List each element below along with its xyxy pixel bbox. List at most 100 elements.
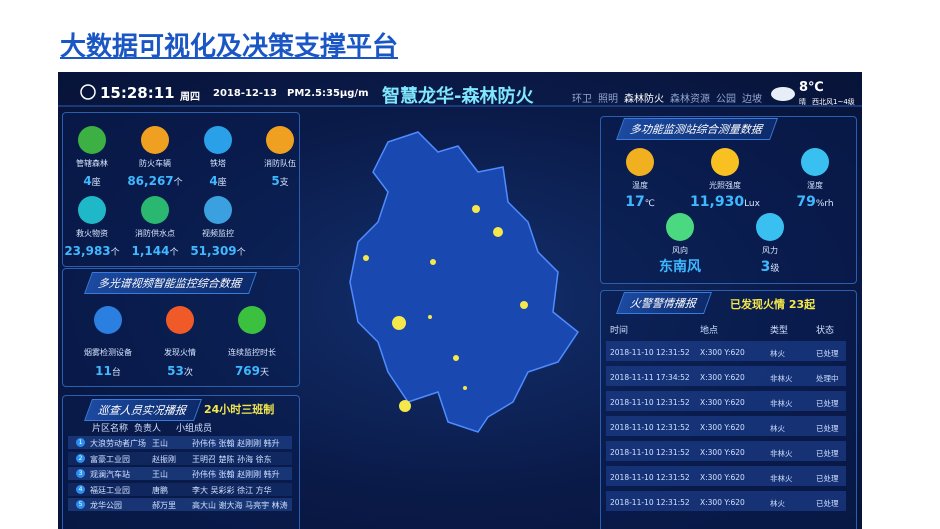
patrol-area: 龙华公园 — [90, 501, 122, 510]
resource-unit: 支 — [279, 178, 289, 188]
resource-value: 23,983个 — [64, 240, 119, 259]
row-index: 2 — [76, 453, 85, 463]
resource-number: 1,144 — [131, 244, 170, 258]
table-header: 状态 — [816, 326, 835, 336]
multispectral-number: 769 — [234, 364, 261, 378]
multispectral-label: 发现火情 — [164, 348, 196, 357]
multispectral-unit: 天 — [260, 368, 270, 378]
alert-type: 非林火 — [770, 399, 793, 408]
dashboard-title: 智慧龙华-森林防火 — [382, 86, 534, 107]
icon — [166, 306, 194, 334]
patrol-members: 李大 吴彩彩 徐江 方华 — [192, 485, 272, 495]
monitoring-unit: %rh — [815, 199, 834, 209]
resource-value: 51,309个 — [190, 240, 245, 259]
monitoring-number: 11,930 — [690, 194, 745, 210]
monitoring-label: 风力 — [762, 246, 778, 255]
nav-item[interactable]: 公园 — [716, 94, 736, 105]
section-title: 多光谱视频智能监控综合数据 — [83, 272, 258, 294]
monitoring-value: 东南风 — [659, 256, 701, 276]
icon — [78, 126, 106, 154]
monitoring-number: 东南风 — [659, 259, 701, 275]
patrol-area: 福廷工业园 — [90, 485, 130, 495]
fire-summary: 已发现火情 23起 — [730, 298, 816, 311]
monitoring-label: 风向 — [672, 246, 688, 255]
alert-location: X:300 Y:620 — [700, 498, 745, 507]
resource-number: 4 — [209, 174, 218, 188]
resource-value: 4座 — [83, 170, 100, 189]
nav-item[interactable]: 森林防火 — [624, 94, 664, 105]
resource-number: 5 — [271, 174, 280, 188]
alert-location: X:300 Y:620 — [700, 448, 745, 457]
resource-label: 铁塔 — [210, 159, 226, 168]
alert-time: 2018-11-10 12:31:52 — [610, 348, 690, 357]
icon — [666, 213, 694, 241]
resource-number: 4 — [83, 174, 92, 188]
alert-status: 已处理 — [816, 449, 839, 458]
resource-value: 4座 — [209, 170, 226, 189]
resource-label: 消防队伍 — [264, 159, 296, 168]
icon — [711, 148, 739, 176]
patrol-members: 孙伟伟 张翰 赵刚刚 韩升 — [192, 439, 280, 448]
icon — [801, 148, 829, 176]
nav-item[interactable]: 环卫 — [572, 94, 592, 105]
monitoring-number: 79 — [796, 194, 816, 210]
icon — [141, 126, 169, 154]
alert-status: 处理中 — [816, 374, 839, 383]
weather-condition: 晴 — [799, 98, 806, 106]
row-bg — [68, 451, 292, 465]
clock-icon — [80, 84, 96, 100]
patrol-leader: 王山 — [152, 439, 168, 448]
alert-status: 已处理 — [816, 399, 839, 408]
resource-label: 管辖森林 — [76, 159, 108, 168]
monitoring-label: 光照强度 — [709, 181, 741, 190]
alert-location: X:300 Y:620 — [700, 348, 745, 357]
patrol-members: 王明召 楚陈 孙海 徐东 — [192, 454, 272, 464]
nav-item[interactable]: 照明 — [598, 94, 618, 105]
map — [58, 84, 862, 433]
monitoring-panel — [600, 116, 857, 284]
patrol-area: 大浪劳动者广场 — [90, 439, 146, 448]
date: 2018-12-13 — [213, 88, 277, 99]
icon — [204, 196, 232, 224]
slide-title: 大数据可视化及决策支撑平台 — [60, 32, 399, 62]
patrol-members: 孙伟伟 张翰 赵刚刚 韩升 — [192, 470, 280, 479]
alert-status: 已处理 — [816, 424, 839, 433]
multispectral-label: 烟雾检测设备 — [84, 348, 132, 357]
resource-label: 救火物资 — [76, 229, 108, 238]
monitoring-unit: 级 — [770, 264, 780, 274]
icon — [141, 196, 169, 224]
forest-map — [349, 131, 580, 433]
row-bg — [68, 467, 292, 480]
patrol-leader: 唐鹏 — [152, 485, 168, 495]
row-bg — [68, 498, 292, 511]
pm25: PM2.5:35μg/m — [287, 88, 369, 99]
alert-type: 林火 — [770, 349, 785, 358]
table-header: 时间 — [610, 326, 629, 336]
weather-icon — [771, 87, 795, 101]
multispectral-label: 连续监控时长 — [228, 348, 276, 357]
alert-type: 非林火 — [770, 474, 793, 483]
monitoring-number: 3 — [760, 259, 771, 275]
resource-label: 消防供水点 — [135, 229, 175, 238]
nav-item[interactable]: 森林资源 — [670, 94, 710, 105]
alert-status: 已处理 — [816, 474, 839, 483]
alert-location: X:300 Y:620 — [700, 423, 745, 432]
patrol-leader: 王山 — [152, 470, 168, 479]
nav-item[interactable]: 边坡 — [742, 94, 762, 105]
alert-type: 林火 — [770, 499, 785, 508]
icon — [238, 306, 266, 334]
table-header: 小组成员 — [176, 424, 213, 434]
multispectral-value: 769天 — [235, 360, 269, 379]
multispectral-unit: 次 — [183, 368, 193, 378]
monitoring-value: 17℃ — [625, 191, 655, 210]
row-bg — [606, 391, 846, 411]
monitoring-number: 17 — [625, 194, 645, 210]
fire-points — [363, 205, 528, 412]
time: 15:28:11 — [100, 84, 175, 102]
multispectral-unit: 台 — [111, 368, 121, 378]
patrol-leader: 郝万里 — [152, 501, 176, 510]
resource-value: 86,267个 — [127, 170, 182, 189]
table-header: 片区名称 — [92, 424, 129, 434]
table-header: 类型 — [770, 326, 789, 336]
